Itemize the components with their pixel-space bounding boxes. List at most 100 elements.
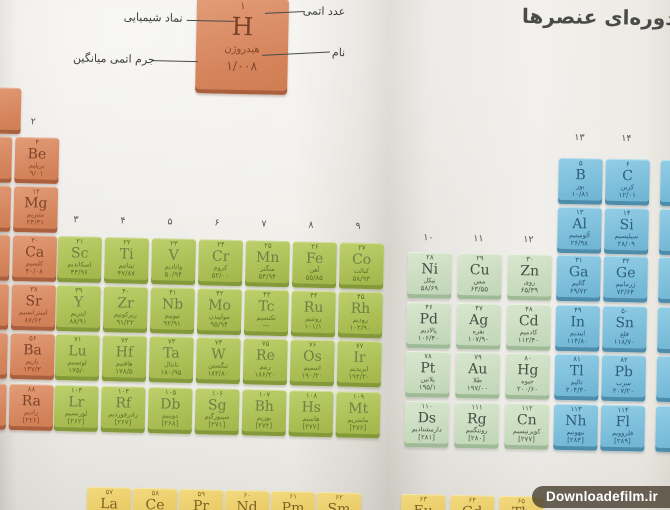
- element-symbol: Pt: [420, 360, 436, 377]
- element-tile-al: ۱۳ Al آلومینیم ۲۶/۹۸: [557, 206, 602, 254]
- element-name: روی: [523, 278, 536, 287]
- element-symbol: Cn: [516, 412, 537, 429]
- element-tile-cu: ۲۹ Cu مس ۶۳/۵۵: [457, 252, 503, 300]
- partial-element-tile: [657, 306, 670, 354]
- element-tile-rg: ۱۱۱ Rg رونتگنیم [۲۸۰]: [454, 401, 500, 449]
- element-name: ایندیم: [569, 329, 586, 338]
- element-name: نقره: [472, 327, 485, 336]
- element-symbol: Tl: [569, 363, 584, 380]
- element-symbol: Tb: [512, 505, 531, 510]
- element-tile-cd: ۴۸ Cd کادمیم ۱۱۲/۴۰: [506, 303, 552, 351]
- element-symbol: Sn: [615, 314, 635, 332]
- element-name: گالیم: [571, 279, 586, 288]
- element-mass: [۲۸۰]: [468, 434, 485, 443]
- element-symbol: Cd: [518, 313, 539, 330]
- element-symbol: Al: [572, 216, 588, 233]
- element-mass: ۶۵/۳۹: [520, 286, 539, 295]
- element-mass: ۲۸/۰۹: [617, 239, 636, 249]
- group-header-12: ۱۲: [523, 234, 534, 246]
- element-name: جیوه: [521, 377, 535, 386]
- element-mass: ۱۲/۰۱: [618, 190, 636, 200]
- element-mass: ۲۰۰/۶۰: [516, 385, 539, 394]
- element-mass: ۵۸/۶۹: [420, 284, 439, 293]
- element-name: مس: [473, 277, 486, 286]
- element-tile-tl: ۸۱ Tl تالیم ۲۰۴/۴۰: [554, 353, 600, 401]
- element-mass: ۲۶/۹۸: [570, 239, 589, 248]
- element-tile-eu: ۶۳Eu: [400, 493, 446, 510]
- element-mass: ۲۰۴/۴۰: [565, 386, 588, 395]
- element-symbol: Gd: [462, 504, 482, 510]
- element-tile-si: ۱۴ Si سیلیسیم ۲۸/۰۹: [604, 207, 649, 255]
- element-mass: ۱۱۸/۷۰: [613, 337, 636, 347]
- element-name: بور: [576, 182, 585, 191]
- element-symbol: Cu: [469, 262, 490, 279]
- element-tile-fl: ۱۱۴ Fl فلروویم [۲۸۹]: [600, 404, 646, 452]
- element-name: تالیم: [570, 378, 583, 387]
- element-symbol: Eu: [413, 503, 433, 510]
- element-name: کربن: [620, 183, 635, 192]
- element-mass: ۱۱۲/۴۰: [517, 336, 540, 345]
- element-symbol: Ga: [568, 264, 589, 281]
- element-tile-b: ۵ B بور ۱۰/۸۱: [558, 157, 603, 205]
- element-mass: ۷۲/۶۴: [616, 287, 635, 297]
- element-tile-ni: ۲۸ Ni نیکل ۵۸/۶۹: [407, 251, 453, 299]
- element-tile-c: ۶ C کربن ۱۲/۰۱: [605, 158, 650, 206]
- element-symbol: Ge: [615, 264, 636, 282]
- element-symbol: Si: [619, 217, 634, 234]
- element-tile-gd: ۶۴Gd: [449, 494, 495, 510]
- element-symbol: Ds: [417, 410, 437, 427]
- element-mass: [۲۷۷]: [518, 435, 535, 444]
- partial-element-tile: [659, 208, 670, 256]
- element-tile-pb: ۸۲ Pb سرب ۲۰۷/۲۰: [601, 354, 647, 402]
- watermark-text: Downloadefilm.ir: [546, 489, 658, 504]
- element-name: نیکل: [423, 276, 436, 285]
- element-symbol: C: [622, 168, 634, 185]
- element-symbol: Zn: [520, 263, 540, 280]
- element-tile-ge: ۳۲ Ge ژرمانیم ۷۲/۶۴: [603, 255, 649, 303]
- element-tile-ds: ۱۱۰ Ds دارمشتادیم [۲۸۱]: [404, 400, 450, 448]
- element-name: دارمشتادیم: [411, 425, 442, 434]
- element-tile-sn: ۵۰ Sn قلع ۱۱۸/۷۰: [602, 305, 648, 353]
- partial-element-tile: [655, 405, 670, 453]
- element-symbol: Ag: [469, 312, 489, 329]
- partial-element-tile: [659, 159, 670, 207]
- element-tile-hg: ۸۰ Hg جیوه ۲۰۰/۶۰: [505, 352, 551, 400]
- element-tile-cn: ۱۱۲ Cn کوپرنیسیم [۲۷۷]: [504, 402, 550, 450]
- element-symbol: Fl: [615, 413, 631, 431]
- watermark-badge: Downloadefilm.ir: [532, 486, 670, 508]
- element-mass: ۱۹۷/۰۰: [466, 384, 489, 393]
- element-symbol: B: [575, 167, 586, 184]
- element-tile-au: ۷۹ Au طلا ۱۹۷/۰۰: [455, 351, 501, 399]
- element-mass: ۶۹/۷۲: [569, 287, 588, 296]
- element-tile-in: ۴۹ In ایندیم ۱۱۴/۸۰: [555, 304, 601, 352]
- element-symbol: Nh: [565, 413, 587, 430]
- group-header-10: ۱۰: [423, 232, 434, 244]
- element-mass: [۲۸۴]: [567, 436, 584, 445]
- element-symbol: Au: [468, 361, 488, 378]
- element-symbol: Pd: [419, 311, 439, 328]
- element-mass: ۱۰/۸۱: [571, 190, 589, 199]
- element-symbol: In: [570, 314, 586, 331]
- element-mass: ۱۰۶/۴۰: [417, 334, 440, 343]
- element-symbol: Pb: [614, 363, 634, 381]
- element-tile-ag: ۴۷ Ag نقره ۱۰۷/۹۰: [456, 302, 502, 350]
- partial-element-tile: [658, 256, 670, 304]
- element-mass: ۱۹۵/۱: [418, 383, 437, 392]
- element-mass: [۲۸۱]: [418, 433, 435, 442]
- element-name: قلع: [620, 330, 629, 339]
- partial-element-tile: [656, 355, 670, 403]
- element-tile-zn: ۳۰ Zn روی ۶۵/۳۹: [507, 253, 553, 301]
- element-tile-pd: ۴۶ Pd پالادیم ۱۰۶/۴۰: [406, 301, 452, 349]
- element-symbol: Ni: [421, 261, 439, 278]
- group-header-13: ۱۳: [574, 132, 585, 144]
- element-mass: ۶۳/۵۵: [470, 285, 489, 294]
- element-name: پلاتین: [420, 375, 435, 384]
- element-mass: ۱۰۷/۹۰: [467, 335, 490, 344]
- element-mass: ۲۰۷/۲۰: [612, 386, 635, 396]
- element-symbol: Rg: [466, 411, 487, 428]
- element-mass: [۲۸۹]: [614, 436, 631, 446]
- element-tile-nh: ۱۱۳ Nh نیهونیم [۲۸۴]: [553, 403, 599, 451]
- element-symbol: Hg: [517, 362, 539, 379]
